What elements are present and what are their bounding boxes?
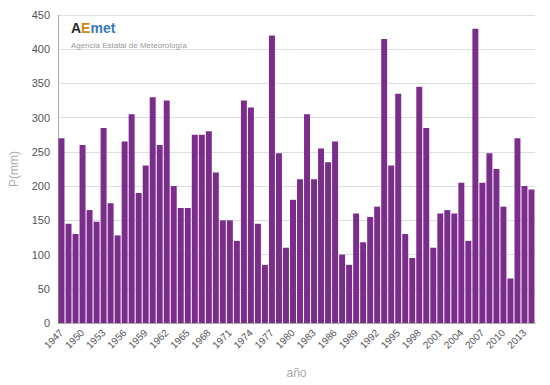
svg-text:E: E (81, 20, 90, 36)
svg-text:A: A (71, 20, 81, 36)
svg-text:1950: 1950 (63, 327, 87, 351)
svg-text:200: 200 (32, 180, 50, 192)
svg-text:año: año (286, 366, 306, 380)
svg-text:P(mm): P(mm) (7, 151, 21, 187)
svg-text:1962: 1962 (147, 327, 171, 351)
svg-text:2010: 2010 (484, 327, 508, 351)
svg-text:1998: 1998 (400, 327, 424, 351)
svg-text:250: 250 (32, 146, 50, 158)
svg-text:1959: 1959 (126, 327, 150, 351)
svg-text:350: 350 (32, 77, 50, 89)
svg-text:1956: 1956 (105, 327, 129, 351)
svg-text:2001: 2001 (421, 327, 445, 351)
svg-text:2013: 2013 (505, 327, 529, 351)
svg-text:1953: 1953 (84, 327, 108, 351)
svg-text:1965: 1965 (168, 327, 192, 351)
svg-text:1974: 1974 (231, 327, 255, 351)
svg-text:1986: 1986 (315, 327, 339, 351)
svg-text:1983: 1983 (294, 327, 318, 351)
svg-text:1989: 1989 (337, 327, 361, 351)
svg-text:400: 400 (32, 43, 50, 55)
svg-text:0: 0 (44, 317, 50, 329)
svg-text:1971: 1971 (210, 327, 234, 351)
svg-text:Agencia Estatal de Meteorologí: Agencia Estatal de Meteorología (71, 41, 187, 50)
svg-text:2004: 2004 (442, 327, 466, 351)
svg-text:450: 450 (32, 9, 50, 21)
svg-text:1995: 1995 (379, 327, 403, 351)
svg-text:2007: 2007 (463, 327, 487, 351)
svg-text:met: met (90, 20, 115, 36)
svg-text:1947: 1947 (42, 327, 66, 351)
svg-text:150: 150 (32, 214, 50, 226)
svg-text:300: 300 (32, 112, 50, 124)
svg-text:1977: 1977 (252, 327, 276, 351)
svg-text:1980: 1980 (273, 327, 297, 351)
svg-text:1968: 1968 (189, 327, 213, 351)
svg-text:100: 100 (32, 249, 50, 261)
svg-text:50: 50 (38, 283, 50, 295)
svg-text:1992: 1992 (358, 327, 382, 351)
